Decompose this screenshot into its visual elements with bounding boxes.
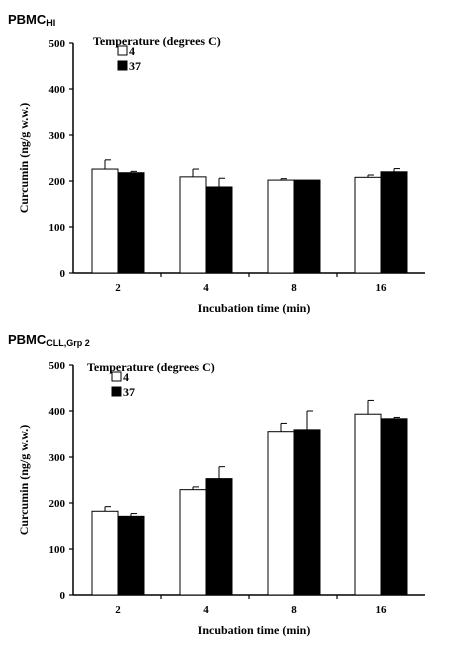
- legend-swatch: [111, 386, 122, 397]
- y-tick-label: 400: [49, 84, 66, 96]
- bar: [267, 431, 295, 596]
- y-axis-label: Curcumin (ng/g w.w.): [17, 425, 31, 535]
- bar: [293, 429, 321, 596]
- legend-label: 37: [123, 385, 135, 399]
- bar: [354, 413, 382, 596]
- bar: [179, 176, 207, 274]
- legend-label: 37: [129, 59, 141, 73]
- y-tick-label: 400: [49, 406, 66, 418]
- x-axis-label: Incubation time (min): [198, 623, 311, 637]
- y-tick-label: 500: [49, 38, 66, 50]
- chart-1: 0 100 200 300 400 500 2 4 8 16 Incubation time (mi…: [17, 34, 425, 315]
- y-tick-label: 300: [49, 452, 66, 464]
- bar: [267, 179, 295, 274]
- y-tick-label: 200: [49, 498, 66, 510]
- y-tick-label: 0: [60, 590, 66, 602]
- bar: [205, 186, 233, 274]
- chart-2: 0 100 200 300 400 500 2 4 8 16 Incubation time (mi…: [17, 360, 425, 637]
- x-tick-label: 16: [376, 282, 388, 294]
- legend-label: 4: [123, 370, 129, 384]
- bar: [91, 168, 119, 274]
- x-tick-label: 2: [115, 282, 121, 294]
- y-tick-label: 300: [49, 130, 66, 142]
- x-tick-label: 2: [115, 604, 121, 616]
- legend-swatch: [111, 371, 122, 382]
- y-axis-label: Curcumin (ng/g w.w.): [17, 103, 31, 213]
- legend-title: Temperature (degrees C): [93, 34, 221, 48]
- y-tick-label: 0: [60, 268, 66, 280]
- y-tick-label: 200: [49, 176, 66, 188]
- legend-title: Temperature (degrees C): [87, 360, 215, 374]
- bar: [117, 515, 145, 596]
- y-tick-label: 100: [49, 544, 66, 556]
- legend-swatch: [117, 60, 128, 71]
- bar: [354, 176, 382, 274]
- bar: [380, 171, 408, 274]
- bar: [293, 179, 321, 274]
- bar: [91, 510, 119, 596]
- y-tick-label: 100: [49, 222, 66, 234]
- panel-title-2: PBMCCLL,Grp 2: [8, 332, 90, 348]
- x-tick-label: 8: [291, 282, 297, 294]
- bar: [179, 489, 207, 596]
- bar: [117, 172, 145, 274]
- bar: [205, 478, 233, 596]
- y-tick-label: 500: [49, 360, 66, 372]
- x-tick-label: 4: [203, 604, 209, 616]
- bar: [380, 418, 408, 596]
- legend-label: 4: [129, 44, 135, 58]
- legend-swatch: [117, 45, 128, 56]
- x-tick-label: 16: [376, 604, 388, 616]
- x-tick-label: 4: [203, 282, 209, 294]
- x-tick-label: 8: [291, 604, 297, 616]
- panel-title-1: PBMCHI: [8, 12, 56, 28]
- x-axis-label: Incubation time (min): [198, 301, 311, 315]
